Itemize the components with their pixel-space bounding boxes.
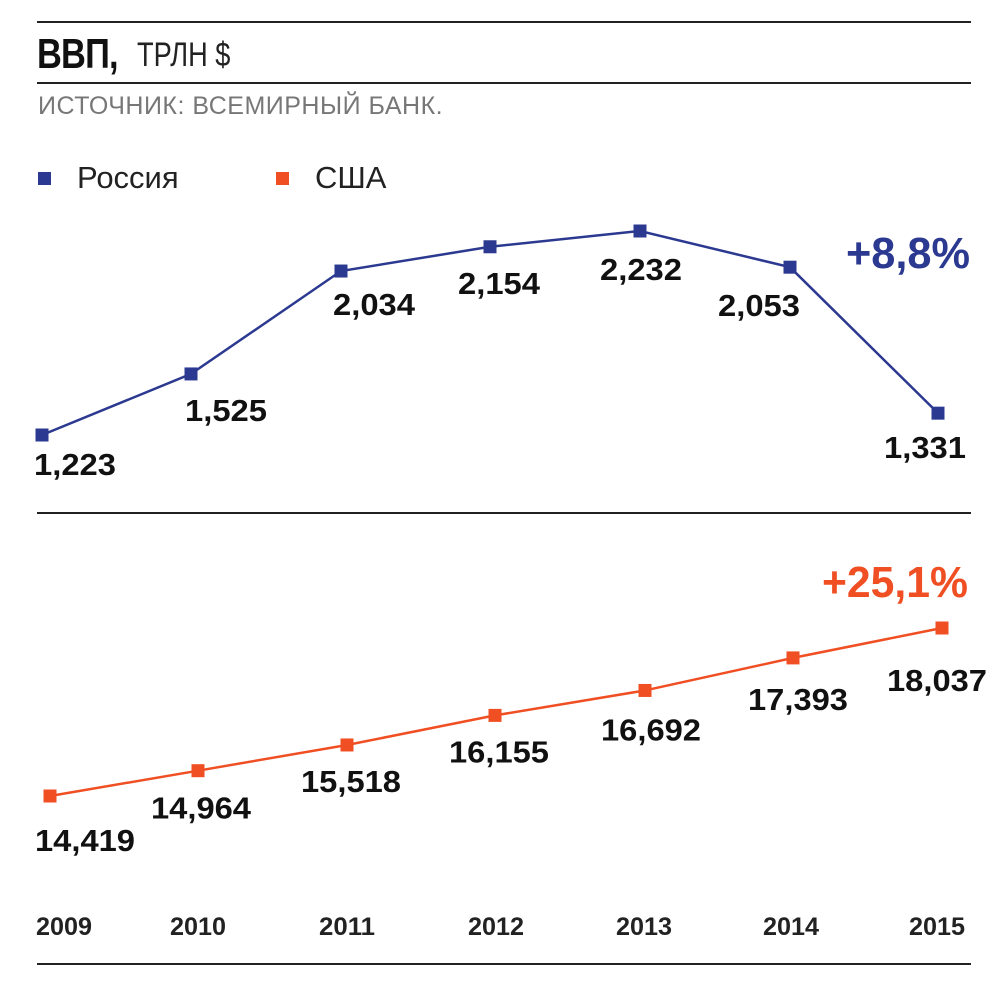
russia-data-label-2013: 2,232 bbox=[600, 252, 682, 287]
usa-data-label-2009: 14,419 bbox=[35, 823, 135, 858]
bottom-rule bbox=[37, 963, 971, 965]
title-row: ВВП, ТРЛН $ bbox=[37, 30, 230, 78]
x-tick-label-2010: 2010 bbox=[170, 913, 226, 941]
legend-russia: Россия bbox=[38, 160, 179, 196]
russia-data-label-2012: 2,154 bbox=[458, 266, 541, 301]
russia-point-2015 bbox=[931, 406, 945, 420]
usa-point-2009 bbox=[43, 789, 57, 803]
top-rule bbox=[37, 21, 971, 23]
usa-point-2012 bbox=[488, 708, 502, 722]
usa-point-2013 bbox=[638, 683, 652, 697]
usa-data-label-2015: 18,037 bbox=[887, 663, 987, 698]
chart-title: ВВП, bbox=[37, 30, 119, 77]
russia-data-label-2011: 2,034 bbox=[333, 287, 416, 322]
usa-data-label-2011: 15,518 bbox=[301, 764, 401, 799]
x-tick-label-2014: 2014 bbox=[763, 913, 819, 941]
russia-data-label-2010: 1,525 bbox=[185, 393, 267, 428]
usa-data-label-2014: 17,393 bbox=[748, 682, 848, 717]
usa-point-2010 bbox=[191, 764, 205, 778]
russia-point-2014 bbox=[783, 260, 797, 274]
legend-russia-label: Россия bbox=[77, 160, 179, 195]
russia-point-2013 bbox=[633, 224, 647, 238]
usa-swatch-icon bbox=[276, 171, 289, 185]
russia-point-2012 bbox=[483, 240, 497, 254]
russia-data-label-2009: 1,223 bbox=[34, 447, 116, 482]
source-note: ИСТОЧНИК: ВСЕМИРНЫЙ БАНК. bbox=[38, 92, 444, 120]
chart-unit: ТРЛН $ bbox=[137, 36, 231, 74]
usa-data-label-2012: 16,155 bbox=[449, 734, 549, 769]
russia-point-2009 bbox=[35, 428, 49, 442]
x-tick-label-2013: 2013 bbox=[616, 913, 672, 941]
usa-point-2014 bbox=[786, 651, 800, 665]
russia-series-line bbox=[41, 229, 939, 437]
x-tick-label-2009: 2009 bbox=[36, 913, 92, 941]
russia-data-label-2014: 2,053 bbox=[718, 288, 800, 323]
usa-change-annotation: +25,1% bbox=[822, 558, 968, 607]
usa-data-label-2013: 16,692 bbox=[601, 712, 701, 747]
title-rule bbox=[37, 82, 971, 84]
usa-point-2015 bbox=[935, 621, 949, 635]
x-tick-label-2012: 2012 bbox=[468, 913, 524, 941]
x-tick-label-2015: 2015 bbox=[909, 913, 965, 941]
russia-data-label-2015: 1,331 bbox=[884, 430, 966, 465]
x-tick-label-2011: 2011 bbox=[319, 913, 375, 941]
usa-point-2011 bbox=[340, 738, 354, 752]
russia-point-2010 bbox=[184, 367, 198, 381]
russia-point-2011 bbox=[334, 264, 348, 278]
legend-usa-label: США bbox=[315, 160, 387, 195]
legend-usa: США bbox=[276, 160, 386, 196]
middle-rule bbox=[37, 512, 971, 514]
usa-data-label-2010: 14,964 bbox=[151, 791, 252, 826]
russia-swatch-icon bbox=[38, 171, 51, 185]
russia-change-annotation: +8,8% bbox=[846, 229, 970, 278]
